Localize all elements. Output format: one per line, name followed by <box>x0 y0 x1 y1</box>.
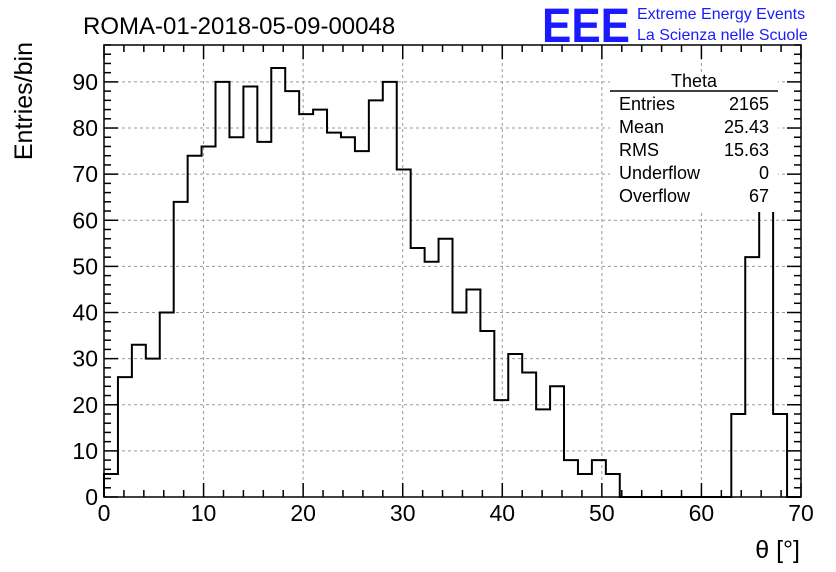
stats-box-background <box>610 72 778 212</box>
y-tick-label: 60 <box>72 207 98 233</box>
y-tick-label: 10 <box>72 438 98 464</box>
stats-rows: Entries 2165 Mean 25.43 RMS 15.63 Underflow 0 Ov… <box>619 94 769 206</box>
y-tick-label: 80 <box>72 115 98 141</box>
x-tick-label: 0 <box>98 500 111 526</box>
x-tick-label: 70 <box>788 500 814 526</box>
stats-title: Theta <box>671 71 718 91</box>
y-tick-label: 90 <box>72 69 98 95</box>
x-axis-title: θ [°] <box>755 536 800 564</box>
stats-row-value: 67 <box>749 186 769 206</box>
axis-ticks <box>103 44 802 498</box>
y-tick-label: 0 <box>85 484 98 510</box>
eee-logo: EEE Extreme Energy Events La Scienza nel… <box>542 0 808 53</box>
x-tick-label: 10 <box>191 500 217 526</box>
stats-box: Theta Entries 2165 Mean 25.43 RMS 15.63 Underf… <box>610 71 778 212</box>
x-tick-label: 60 <box>689 500 715 526</box>
stats-row-value: 15.63 <box>724 140 769 160</box>
y-tick-label: 30 <box>72 346 98 372</box>
stats-row-label: RMS <box>619 140 659 160</box>
stats-row-value: 2165 <box>729 94 769 114</box>
stats-row-value: 0 <box>759 163 769 183</box>
y-tick-label: 40 <box>72 300 98 326</box>
stats-row-label: Mean <box>619 117 664 137</box>
stats-row-label: Overflow <box>619 186 691 206</box>
y-axis-title: Entries/bin <box>10 42 38 160</box>
logo-line2: La Scienza nelle Scuole <box>637 27 808 44</box>
stats-row-label: Underflow <box>619 163 701 183</box>
x-tick-label: 20 <box>290 500 316 526</box>
logo-mark: EEE <box>542 0 630 53</box>
x-tick-label: 30 <box>390 500 416 526</box>
x-tick-label: 40 <box>489 500 515 526</box>
x-tick-label: 50 <box>589 500 615 526</box>
logo-line1: Extreme Energy Events <box>637 6 805 23</box>
stats-row-value: 25.43 <box>724 117 769 137</box>
y-tick-labels: 0 10 20 30 40 50 60 70 80 90 <box>72 69 98 510</box>
y-tick-label: 70 <box>72 161 98 187</box>
stats-row-label: Entries <box>619 94 675 114</box>
y-tick-label: 20 <box>72 392 98 418</box>
chart-title: ROMA-01-2018-05-09-00048 <box>83 13 395 40</box>
x-tick-labels: 0 10 20 30 40 50 60 70 <box>98 500 814 526</box>
plot-frame <box>103 44 802 498</box>
y-tick-label: 50 <box>72 253 98 279</box>
